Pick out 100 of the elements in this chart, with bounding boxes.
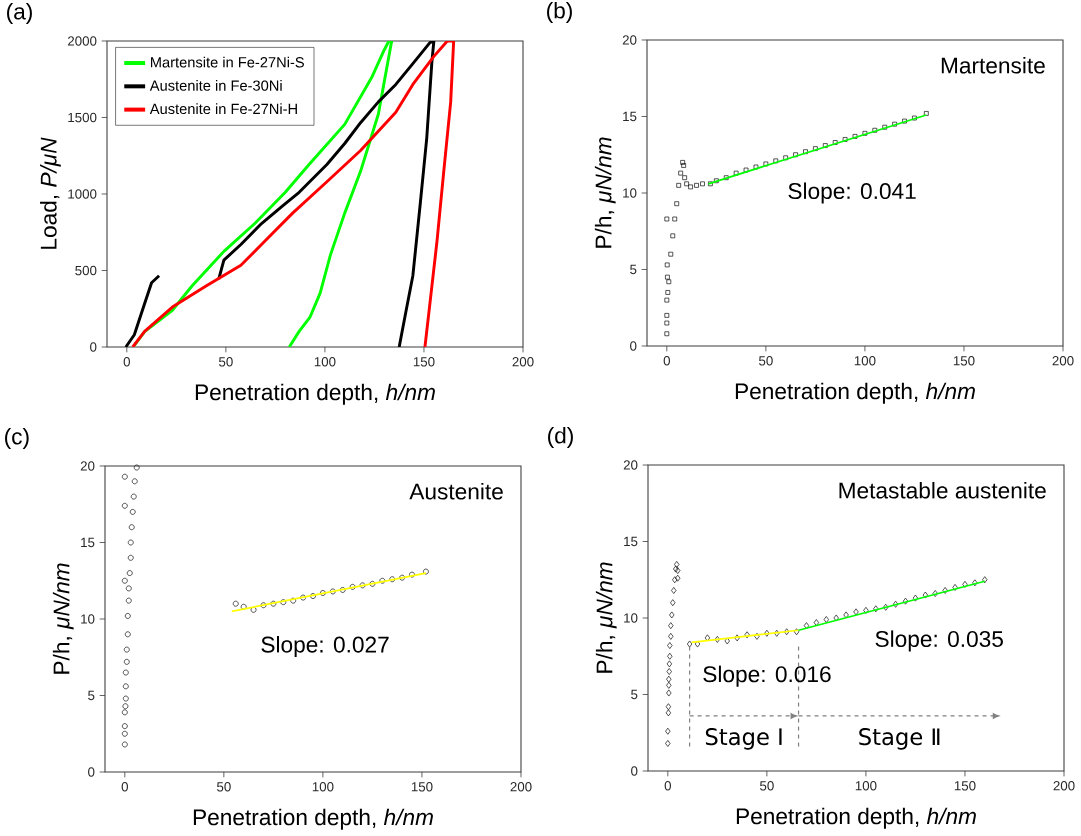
point [882, 124, 888, 130]
point [671, 587, 677, 594]
annotation: Slope: 0.016 [703, 665, 831, 687]
point [902, 118, 907, 124]
x-tick-label: 100 [854, 356, 876, 366]
point [923, 111, 929, 116]
point [932, 590, 938, 597]
point [389, 576, 396, 583]
point [682, 175, 687, 181]
point [409, 571, 415, 578]
point [127, 539, 134, 546]
point [131, 478, 138, 485]
x-tick-label: 200 [510, 782, 532, 792]
point [665, 740, 671, 747]
point [260, 602, 267, 609]
point [714, 178, 719, 184]
y-axis-title: P/h, μN/nm [595, 562, 617, 673]
x-axis-title: Penetration depth, h/nm [736, 807, 976, 829]
y-tick-label: 10 [81, 614, 95, 624]
point [125, 597, 132, 604]
point [942, 587, 948, 594]
y-tick-label: 15 [623, 111, 637, 122]
point [665, 727, 671, 735]
point [668, 632, 674, 640]
x-tick-label: 0 [121, 782, 128, 792]
point [280, 599, 287, 606]
point [667, 652, 673, 660]
point [813, 146, 818, 151]
point [694, 640, 701, 648]
point [873, 605, 879, 613]
point [676, 183, 682, 188]
point [678, 170, 684, 176]
point [665, 703, 672, 711]
x-tick-label: 200 [1053, 781, 1075, 791]
point [708, 181, 713, 187]
point [724, 637, 730, 645]
point [240, 603, 247, 610]
point [803, 149, 808, 155]
point [982, 576, 988, 584]
point [670, 599, 676, 607]
x-tick-label: 50 [218, 357, 233, 367]
point [723, 175, 729, 181]
legend-label: Austenite in Fe-30Ni [149, 80, 282, 91]
annotation: Slope: 0.027 [261, 635, 389, 658]
point [822, 143, 828, 148]
point [121, 709, 128, 716]
point [329, 588, 336, 595]
y-tick-label: 10 [624, 613, 638, 623]
point [359, 582, 366, 589]
point [842, 137, 848, 142]
x-tick-label: 100 [855, 781, 877, 791]
x-tick-label: 50 [759, 781, 774, 791]
x-tick-label: 100 [312, 782, 334, 792]
point [399, 574, 406, 581]
y-tick-label: 1500 [68, 112, 97, 123]
point [320, 590, 326, 596]
point [823, 616, 829, 623]
point [674, 201, 680, 207]
point [369, 580, 376, 587]
point [126, 570, 133, 576]
point [339, 587, 346, 593]
point [133, 464, 140, 471]
point [423, 568, 429, 575]
point [270, 600, 277, 607]
chart-title: (d) [548, 426, 573, 449]
x-tick-label: 0 [663, 356, 671, 366]
x-axis-title: Penetration depth, h/nm [193, 808, 433, 830]
point [912, 594, 919, 602]
point [843, 611, 849, 619]
x-axis-title: Penetration depth, h/nm [735, 382, 975, 404]
x-axis-title: Penetration depth, h/nm [195, 383, 435, 405]
point [763, 161, 769, 167]
point [754, 632, 760, 640]
y-tick-label: 20 [80, 461, 95, 471]
point [852, 134, 858, 139]
point [853, 608, 859, 616]
chart-title: (b) [547, 1, 572, 24]
point [694, 183, 699, 188]
point [668, 622, 674, 630]
point [379, 577, 386, 584]
point [664, 313, 670, 318]
point [664, 331, 670, 337]
point [122, 695, 129, 702]
point [121, 723, 128, 729]
point [714, 636, 720, 643]
point [290, 597, 297, 604]
point [232, 600, 239, 607]
point [664, 262, 670, 268]
point [883, 603, 889, 611]
point [972, 579, 978, 587]
point [665, 290, 671, 295]
point [764, 629, 770, 637]
point [665, 274, 670, 280]
point [862, 130, 868, 136]
y-tick-label: 15 [81, 537, 95, 548]
point [743, 167, 749, 173]
point [912, 115, 917, 121]
x-tick-label: 200 [1052, 356, 1074, 366]
y-tick-label: 1000 [68, 189, 97, 199]
point [892, 121, 897, 127]
